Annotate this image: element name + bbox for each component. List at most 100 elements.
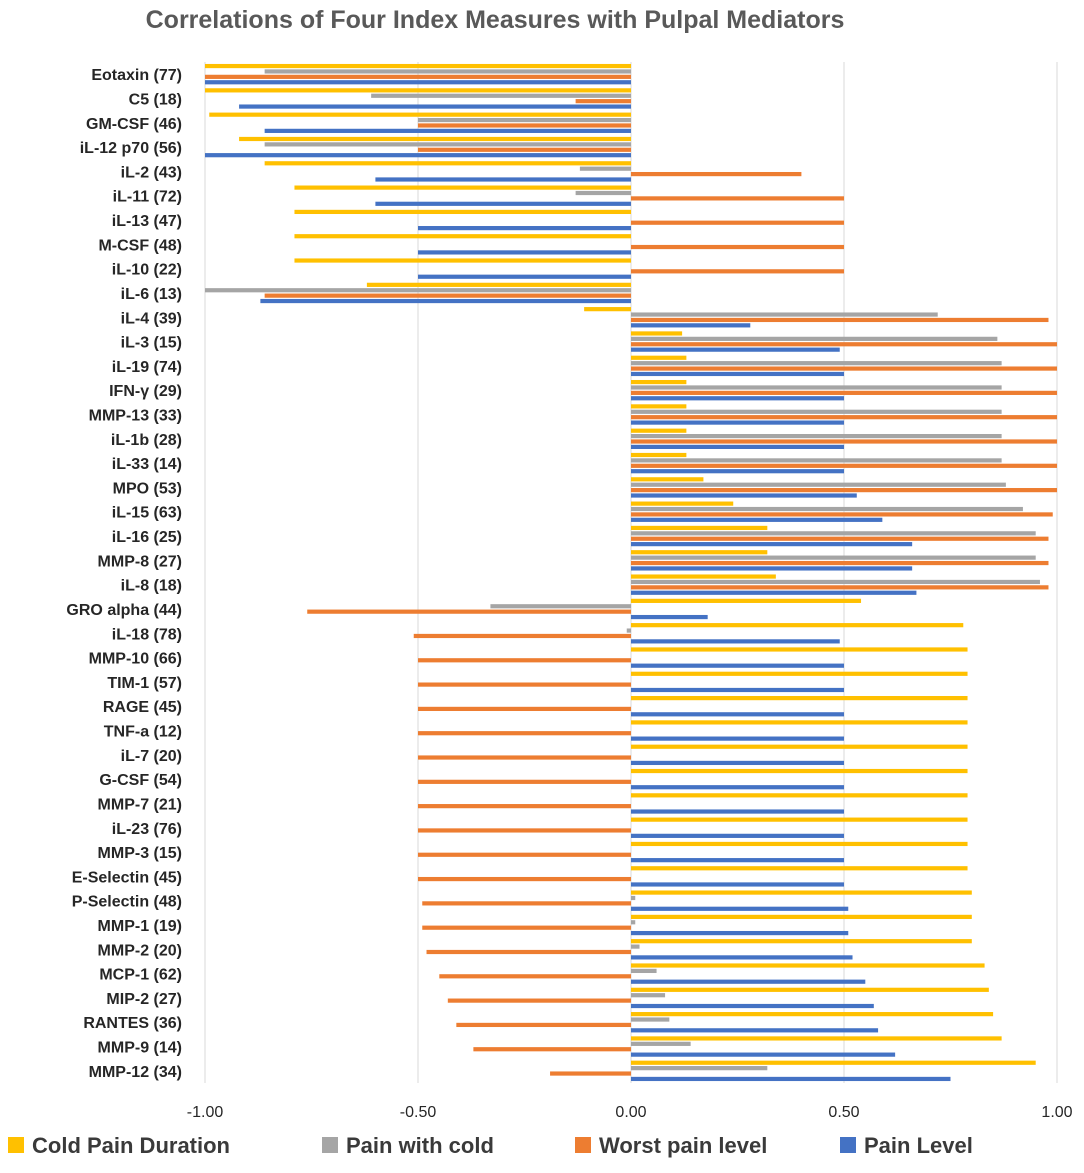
x-axis-tick-labels: -1.00 -0.50 0.00 0.50 1.00 bbox=[187, 1104, 1073, 1121]
bar bbox=[631, 858, 844, 863]
bar bbox=[205, 153, 631, 158]
bar bbox=[418, 250, 631, 255]
bar bbox=[631, 841, 968, 847]
bar bbox=[631, 171, 802, 177]
bar bbox=[631, 220, 844, 225]
bar bbox=[418, 755, 631, 760]
bar bbox=[418, 274, 631, 279]
bar bbox=[631, 477, 704, 482]
bar bbox=[631, 347, 840, 352]
bar bbox=[418, 147, 631, 152]
bar bbox=[631, 1036, 1002, 1041]
bar bbox=[209, 112, 631, 117]
bar bbox=[631, 987, 989, 992]
bar bbox=[631, 469, 844, 474]
legend-entry: Pain Level bbox=[864, 1133, 973, 1158]
bar bbox=[579, 166, 631, 171]
bar bbox=[418, 226, 631, 231]
bar bbox=[422, 925, 631, 930]
bar bbox=[631, 1017, 670, 1022]
bar bbox=[294, 185, 631, 190]
bar bbox=[631, 444, 844, 449]
bar bbox=[631, 623, 964, 628]
bar bbox=[264, 142, 631, 147]
bar bbox=[631, 269, 844, 274]
category-label: MMP-7 (21) bbox=[98, 796, 182, 813]
bar bbox=[631, 720, 968, 725]
bar bbox=[239, 104, 631, 109]
bar bbox=[631, 930, 849, 936]
bar bbox=[631, 390, 1057, 395]
bar bbox=[631, 482, 1006, 487]
bar bbox=[631, 736, 844, 741]
bar bbox=[631, 560, 1049, 566]
bar bbox=[631, 415, 1057, 420]
category-label: iL-16 (25) bbox=[112, 529, 182, 546]
bar bbox=[631, 409, 1002, 414]
bar bbox=[631, 379, 687, 385]
bar bbox=[205, 74, 631, 79]
bar bbox=[631, 1066, 768, 1071]
bar bbox=[631, 895, 636, 901]
bar bbox=[631, 371, 844, 377]
bar bbox=[631, 506, 1023, 512]
bar bbox=[631, 385, 1002, 390]
bar bbox=[631, 1060, 1036, 1065]
bar bbox=[631, 574, 776, 579]
bar bbox=[418, 123, 631, 128]
bar bbox=[631, 452, 687, 458]
bar bbox=[418, 779, 631, 784]
bar bbox=[631, 463, 1057, 468]
bar bbox=[575, 190, 631, 196]
bar bbox=[631, 663, 844, 668]
bar bbox=[294, 234, 631, 239]
bar bbox=[239, 136, 631, 142]
bar bbox=[631, 906, 849, 911]
category-labels: Eotaxin (77) C5 (18) GM-CSF (46) iL-12 p70 … bbox=[66, 67, 182, 1081]
bar bbox=[366, 282, 631, 287]
category-label: iL-23 (76) bbox=[112, 821, 182, 838]
bar bbox=[418, 658, 631, 663]
bar bbox=[631, 525, 768, 531]
bars bbox=[205, 63, 1057, 1082]
legend-entry: Worst pain level bbox=[599, 1133, 767, 1158]
bar bbox=[631, 331, 683, 336]
bar bbox=[631, 1052, 896, 1057]
legend-entry: Pain with cold bbox=[346, 1133, 494, 1158]
category-label: MMP-3 (15) bbox=[98, 845, 182, 862]
x-tick-label: -1.00 bbox=[187, 1104, 224, 1121]
bar bbox=[631, 1003, 874, 1009]
category-label: MCP-1 (62) bbox=[99, 967, 182, 984]
legend-entry: Cold Pain Duration bbox=[32, 1133, 230, 1158]
bar bbox=[205, 288, 631, 293]
bar bbox=[426, 949, 631, 955]
bar bbox=[631, 420, 844, 425]
bar bbox=[631, 312, 938, 317]
category-label: IFN-γ (29) bbox=[109, 383, 182, 400]
bar bbox=[631, 531, 1036, 536]
bar bbox=[631, 639, 840, 644]
bar bbox=[631, 793, 968, 798]
category-label: MMP-1 (19) bbox=[98, 918, 182, 935]
bar bbox=[631, 920, 636, 925]
bar bbox=[418, 804, 631, 809]
bar bbox=[418, 117, 631, 123]
category-label: C5 (18) bbox=[129, 91, 182, 108]
bar bbox=[631, 614, 708, 620]
bar bbox=[631, 428, 687, 433]
bar bbox=[631, 712, 844, 717]
category-label: iL-11 (72) bbox=[113, 189, 182, 206]
legend-swatch bbox=[840, 1137, 856, 1153]
bar bbox=[631, 647, 968, 652]
bar bbox=[631, 1041, 691, 1046]
bar bbox=[631, 671, 968, 676]
x-tick-label: 1.00 bbox=[1041, 1104, 1072, 1121]
category-label: iL-8 (18) bbox=[121, 578, 182, 595]
bar bbox=[631, 361, 1002, 366]
bar bbox=[413, 633, 631, 639]
bar bbox=[631, 914, 972, 919]
bar bbox=[456, 1022, 631, 1028]
category-label: MMP-13 (33) bbox=[89, 407, 182, 424]
x-tick-label: 0.00 bbox=[615, 1104, 646, 1121]
category-label: Eotaxin (77) bbox=[91, 67, 182, 84]
